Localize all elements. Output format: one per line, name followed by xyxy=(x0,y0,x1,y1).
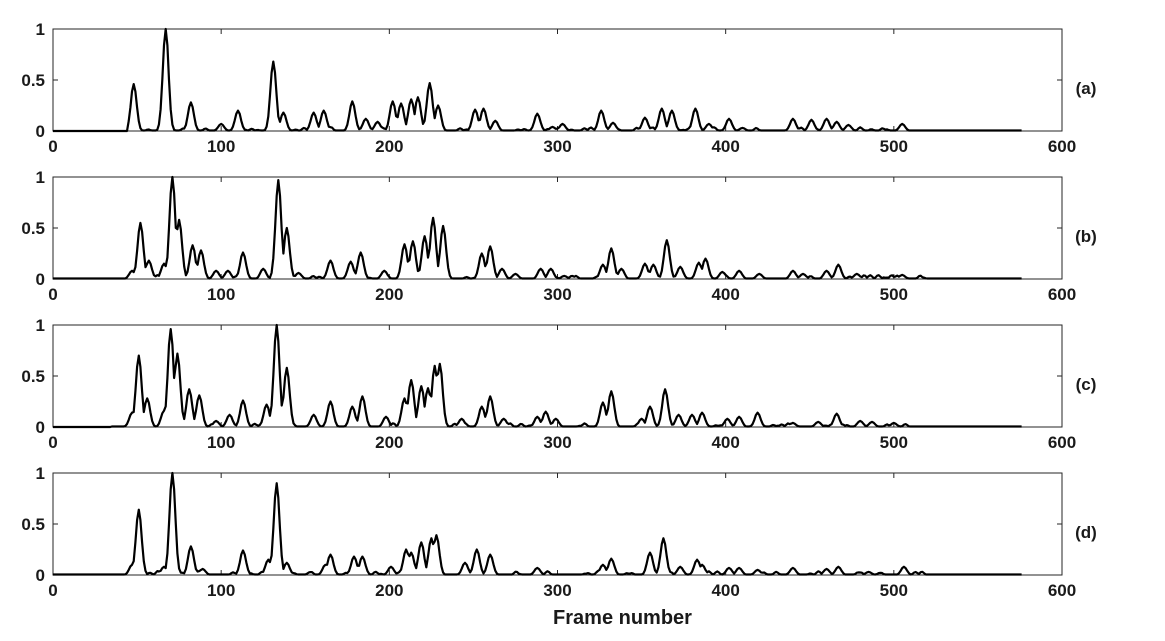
x-tick-label: 100 xyxy=(207,581,235,600)
x-tick-label: 300 xyxy=(543,137,571,156)
x-tick-label: 100 xyxy=(207,285,235,304)
panel-frame xyxy=(52,472,1063,576)
y-tick-label: 0 xyxy=(36,418,45,437)
y-tick-label: 1 xyxy=(36,20,45,39)
x-tick-label: 200 xyxy=(375,433,403,452)
panel-label: (b) xyxy=(1075,227,1097,246)
x-tick-label: 500 xyxy=(880,581,908,600)
series-line xyxy=(53,175,1022,280)
y-tick-label: 1 xyxy=(36,464,45,483)
x-tick-label: 600 xyxy=(1048,137,1076,156)
x-tick-label: 200 xyxy=(375,137,403,156)
y-tick-label: 0 xyxy=(36,122,45,141)
x-tick-label: 500 xyxy=(880,137,908,156)
x-tick-label: 400 xyxy=(711,433,739,452)
x-tick-label: 400 xyxy=(711,137,739,156)
y-tick-label: 1 xyxy=(36,168,45,187)
x-axis-label: Frame number xyxy=(553,607,692,629)
panel-label: (d) xyxy=(1075,523,1097,542)
y-tick-label: 0.5 xyxy=(21,71,45,90)
panel-frame xyxy=(52,324,1063,428)
x-tick-label: 100 xyxy=(207,433,235,452)
panel-label: (c) xyxy=(1076,375,1097,394)
y-tick-label: 0 xyxy=(36,566,45,585)
panel-label: (a) xyxy=(1076,79,1097,98)
x-tick-label: 600 xyxy=(1048,433,1076,452)
x-tick-label: 200 xyxy=(375,581,403,600)
x-tick-label: 500 xyxy=(880,285,908,304)
x-tick-label: 0 xyxy=(48,285,57,304)
y-tick-label: 1 xyxy=(36,316,45,335)
x-tick-label: 0 xyxy=(48,433,57,452)
y-tick-label: 0.5 xyxy=(21,367,45,386)
x-tick-label: 300 xyxy=(543,285,571,304)
x-tick-label: 500 xyxy=(880,433,908,452)
x-tick-label: 0 xyxy=(48,581,57,600)
x-tick-label: 100 xyxy=(207,137,235,156)
x-tick-label: 300 xyxy=(543,433,571,452)
x-tick-label: 400 xyxy=(711,581,739,600)
panel-frame xyxy=(52,28,1063,132)
y-tick-label: 0 xyxy=(36,270,45,289)
x-tick-label: 600 xyxy=(1048,285,1076,304)
y-tick-label: 0.5 xyxy=(21,219,45,238)
x-tick-label: 200 xyxy=(375,285,403,304)
x-tick-label: 600 xyxy=(1048,581,1076,600)
x-tick-label: 400 xyxy=(711,285,739,304)
y-tick-label: 0.5 xyxy=(21,515,45,534)
series-line xyxy=(53,27,1022,133)
x-tick-label: 300 xyxy=(543,581,571,600)
series-line xyxy=(53,323,1022,429)
series-line xyxy=(53,471,1022,576)
x-tick-label: 0 xyxy=(48,137,57,156)
